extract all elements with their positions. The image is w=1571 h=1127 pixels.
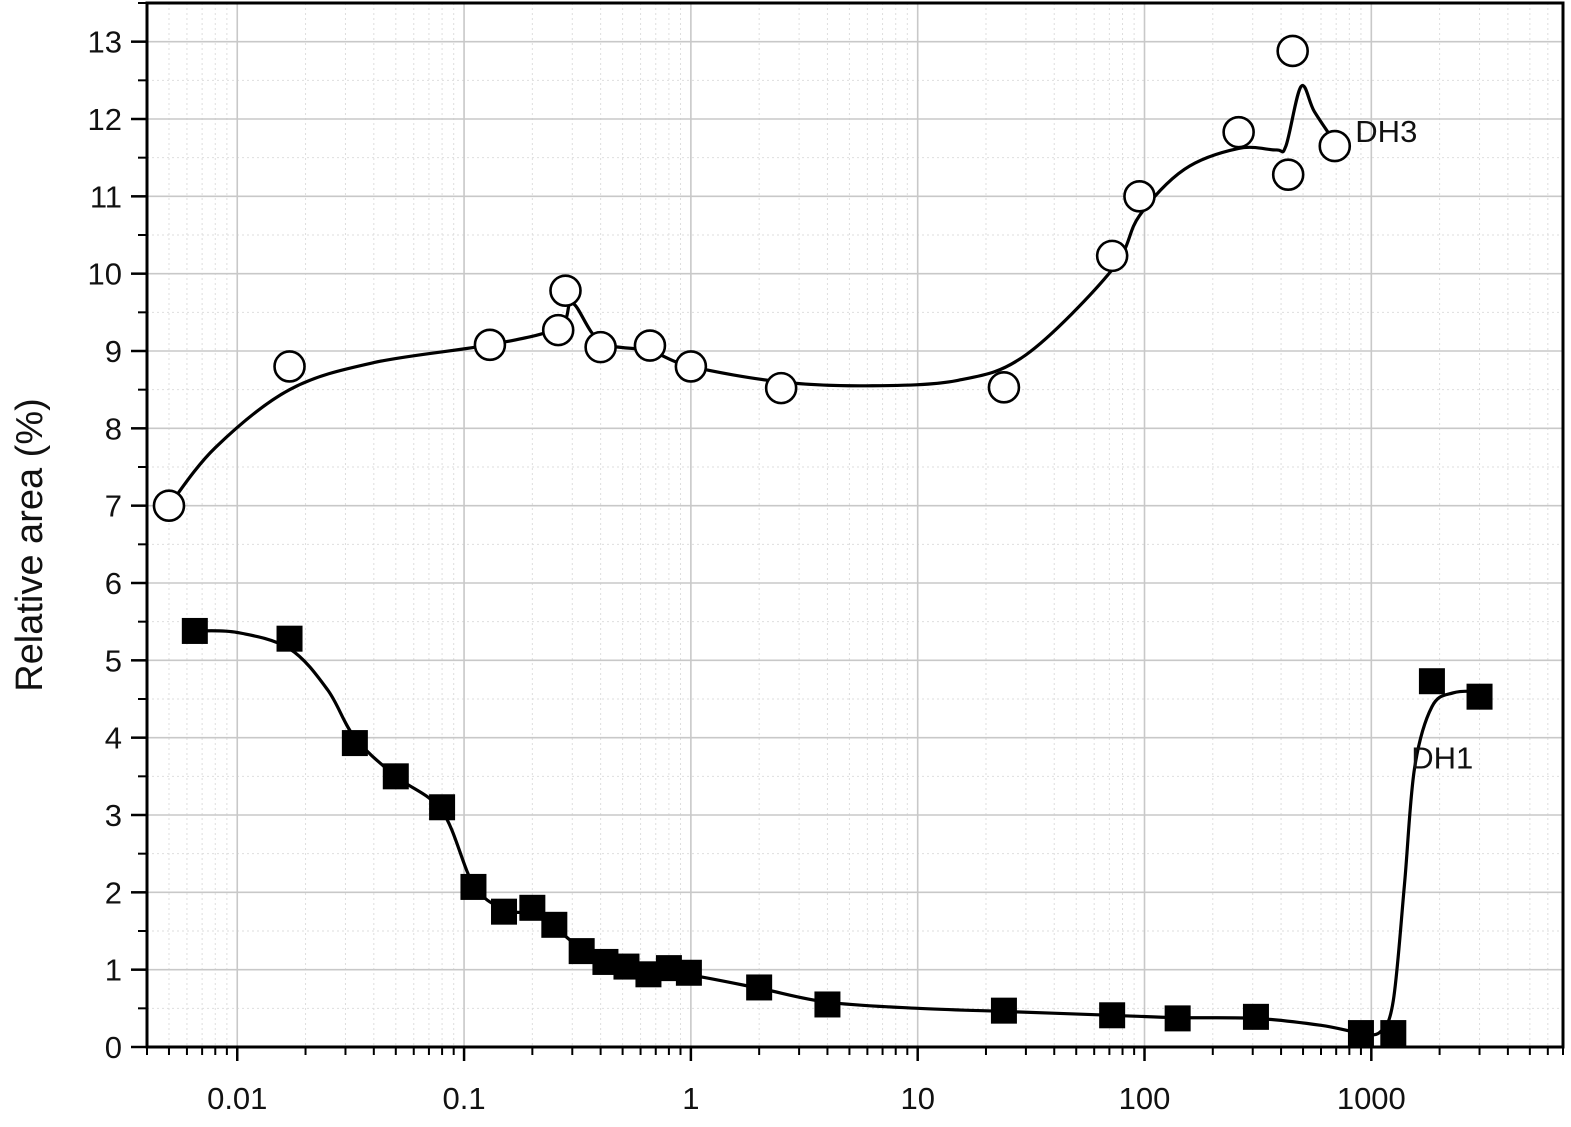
- series-label-dh3: DH3: [1355, 114, 1417, 149]
- plot-frame: [145, 1, 1565, 1049]
- point-dh1: [1466, 683, 1493, 710]
- y-tick-label: 11: [90, 179, 122, 214]
- point-dh1: [429, 794, 456, 821]
- y-tick-label: 2: [105, 875, 122, 910]
- point-dh3: [987, 371, 1021, 404]
- point-dh3: [674, 350, 708, 383]
- point-dh1: [1164, 1005, 1191, 1032]
- point-dh1: [341, 730, 368, 757]
- point-dh1: [181, 617, 208, 644]
- point-dh3: [152, 489, 186, 522]
- y-tick-label: 8: [105, 411, 122, 446]
- point-dh1: [1418, 668, 1445, 695]
- curve-dh1: [194, 629, 1480, 1037]
- point-dh1: [1347, 1020, 1374, 1047]
- point-dh1: [1242, 1003, 1269, 1030]
- point-dh1: [519, 894, 546, 921]
- point-dh3: [584, 330, 617, 364]
- point-dh1: [675, 959, 702, 986]
- curve-dh3: [167, 83, 1337, 507]
- x-tick-label: 10: [900, 1081, 934, 1116]
- point-dh1: [613, 953, 640, 980]
- point-dh1: [541, 911, 568, 938]
- y-tick-label: 0: [105, 1030, 122, 1065]
- point-dh1: [382, 763, 409, 790]
- point-dh3: [1276, 34, 1309, 68]
- x-tick-label: 1000: [1337, 1081, 1406, 1116]
- x-tick-label: 0.01: [207, 1081, 267, 1116]
- point-dh3: [1123, 180, 1156, 213]
- point-dh3: [1222, 115, 1255, 149]
- y-axis-title: Relative area (%): [9, 398, 51, 692]
- x-tick-label: 100: [1119, 1081, 1171, 1116]
- y-tick-label: 9: [105, 334, 122, 369]
- fit-curves: [167, 83, 1480, 1037]
- series-label-dh1: DH1: [1411, 741, 1473, 776]
- point-dh1: [814, 991, 841, 1018]
- point-dh1: [1099, 1002, 1126, 1029]
- point-dh3: [1271, 158, 1305, 191]
- y-tick-label: 1: [105, 953, 122, 988]
- point-dh1: [491, 898, 518, 925]
- y-tick-label: 7: [105, 489, 122, 524]
- point-dh1: [460, 873, 487, 900]
- series-labels: DH3 DH1: [1355, 114, 1473, 775]
- x-tick-label: 0.1: [443, 1081, 486, 1116]
- point-dh3: [549, 274, 582, 307]
- point-dh1: [1380, 1020, 1407, 1047]
- y-tick-label: 12: [88, 102, 122, 137]
- point-dh3: [1095, 239, 1129, 273]
- point-dh3: [473, 328, 507, 362]
- point-dh3: [273, 350, 306, 383]
- y-tick-label: 5: [105, 643, 122, 678]
- axis-ticks: [131, 2, 1564, 1061]
- point-dh3: [541, 313, 575, 347]
- point-dh1: [746, 974, 773, 1001]
- y-tick-label: 4: [105, 721, 122, 756]
- point-dh3: [1318, 129, 1352, 163]
- point-dh1: [990, 997, 1017, 1024]
- y-tick-label: 3: [105, 798, 122, 833]
- y-tick-label: 13: [88, 25, 122, 60]
- minor-gridlines: [146, 2, 1564, 1047]
- data-markers: [152, 34, 1493, 1047]
- y-tick-label: 10: [88, 257, 122, 292]
- point-dh3: [633, 329, 667, 362]
- point-dh1: [276, 625, 303, 652]
- point-dh1: [568, 938, 595, 965]
- point-dh3: [764, 371, 798, 405]
- y-tick-label: 6: [105, 566, 122, 601]
- x-tick-label: 1: [682, 1081, 699, 1116]
